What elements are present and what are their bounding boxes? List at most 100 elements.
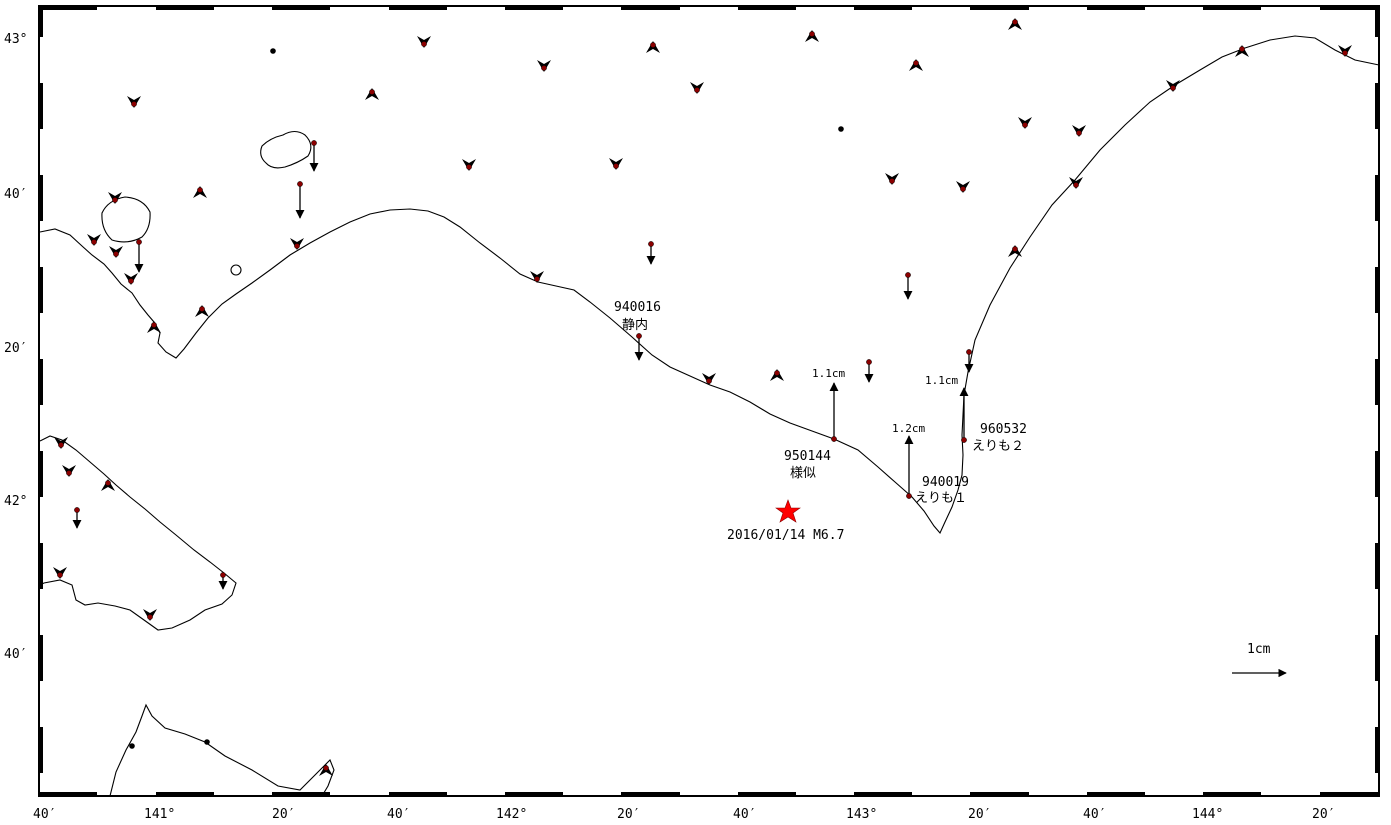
frame-bar-left (39, 451, 43, 497)
station-marker (1008, 245, 1022, 257)
frame-bar-bottom (389, 792, 447, 796)
station-marker (1018, 117, 1032, 129)
frame-bar-top (738, 6, 796, 10)
station-marker (1338, 45, 1352, 57)
station-name-label-940019: えりも１ (915, 491, 967, 506)
frame-bar-bottom (854, 792, 912, 796)
station-marker (193, 186, 207, 198)
station-marker (909, 59, 923, 71)
labeled-stations: 940016 静内 1.1cm 950144 様似 1.2cm 940019 え… (614, 300, 1027, 506)
station-marker (270, 48, 276, 54)
station-marker (1235, 45, 1249, 57)
frame-bar-left (39, 267, 43, 313)
station-marker (690, 82, 704, 94)
vector-label-940019: 1.2cm (892, 422, 925, 435)
frame-bar-right (1375, 6, 1379, 37)
frame-bar-left (39, 175, 43, 221)
vector-label-960532: 1.1cm (925, 374, 958, 387)
frame-bar-top (1320, 6, 1379, 10)
small-island (230, 264, 242, 276)
station-marker (319, 764, 333, 776)
station-marker (143, 609, 157, 621)
station-name-label-960532: えりも２ (972, 439, 1024, 454)
latitude-labels: 43° 40′ 20′ 42° 40′ (4, 32, 27, 662)
station-marker (295, 181, 305, 219)
lat-label-42-40: 40′ (4, 187, 27, 202)
station-id-label-940019: 940019 (922, 475, 969, 490)
station-name-label-950144: 様似 (790, 466, 816, 481)
lon-label-144: 144° (1192, 807, 1223, 822)
lat-label-41-40: 40′ (4, 647, 27, 662)
frame-bar-top (621, 6, 680, 10)
frame-bar-top (970, 6, 1029, 10)
station-marker (702, 373, 716, 385)
hokkaido-west-coast (39, 35, 1380, 535)
station-marker (964, 349, 974, 373)
station-marker (462, 159, 476, 171)
station-marker (838, 126, 844, 132)
epicenter-star-icon (775, 499, 801, 523)
station-marker (109, 246, 123, 258)
frame-bar-left (39, 635, 43, 681)
earthquake-label: 2016/01/14 M6.7 (727, 528, 844, 543)
lon-label-142-40: 40′ (733, 807, 756, 822)
frame-bar-top (1087, 6, 1145, 10)
station-marker (904, 435, 914, 499)
frame-bar-right (1375, 727, 1379, 773)
frame-bar-top (389, 6, 447, 10)
frame-bar-bottom (1087, 792, 1145, 796)
station-marker (72, 507, 82, 529)
frame-bar-bottom (505, 792, 563, 796)
rishiri-island-coast (101, 196, 151, 243)
station-marker (218, 572, 228, 590)
station-marker (956, 181, 970, 193)
station-marker (204, 739, 210, 745)
station-marker (87, 234, 101, 246)
station-id-label-960532: 960532 (980, 422, 1027, 437)
lon-label-143: 143° (846, 807, 877, 822)
frame-bar-bottom (1203, 792, 1261, 796)
lon-label-142: 142° (496, 807, 527, 822)
station-marker (1069, 177, 1083, 189)
lat-label-42-20: 20′ (4, 341, 27, 356)
frame-bar-right (1375, 83, 1379, 129)
frame-bar-bottom (621, 792, 680, 796)
lon-label-143-40: 40′ (1083, 807, 1106, 822)
frame-bar-left (39, 543, 43, 589)
frame-bar-right (1375, 635, 1379, 681)
station-marker (54, 437, 68, 449)
station-marker (101, 479, 115, 491)
station-name-label-940016: 静内 (622, 317, 648, 333)
station-marker (959, 387, 969, 443)
station-marker (1072, 125, 1086, 137)
okushiri-island-coast (260, 130, 312, 169)
frame-bar-top (39, 6, 97, 10)
station-marker (53, 567, 67, 579)
gnss-stations (53, 18, 1352, 776)
frame-bar-bottom (970, 792, 1029, 796)
station-marker (829, 382, 839, 442)
frame-bar-right (1375, 451, 1379, 497)
frame-bar-left (39, 83, 43, 129)
station-marker (147, 321, 161, 333)
station-marker (309, 140, 319, 172)
frame-bar-right (1375, 359, 1379, 405)
station-marker (62, 465, 76, 477)
lat-label-42: 42° (4, 494, 27, 509)
scale-bar: 1cm (1232, 642, 1287, 678)
coastlines (39, 35, 1380, 797)
station-marker (1008, 18, 1022, 30)
station-marker (1166, 80, 1180, 92)
frame-bar-right (1375, 175, 1379, 221)
station-marker (290, 238, 304, 250)
frame-bar-bottom (1320, 792, 1379, 796)
lon-label-140-40: 40′ (33, 807, 56, 822)
station-id-label-950144: 950144 (784, 449, 831, 464)
station-marker (770, 369, 784, 381)
oshima-peninsula-coast (39, 435, 237, 631)
station-marker (417, 36, 431, 48)
frame-bar-top (505, 6, 563, 10)
station-marker (127, 96, 141, 108)
frame-bar-top (854, 6, 912, 10)
